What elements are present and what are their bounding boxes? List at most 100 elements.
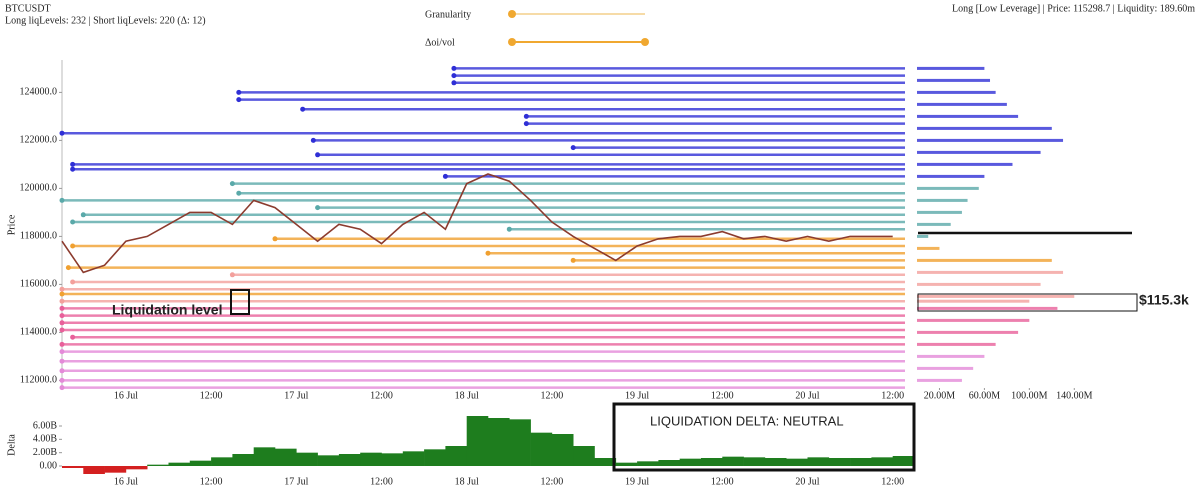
x-tick-label: 20.00M [924,390,956,401]
delta-bar [275,448,297,466]
x-tick-label: 16 Jul [114,476,138,487]
x-tick-label: 12:00 [711,476,734,487]
x-tick-label: 20 Jul [795,476,819,487]
x-tick-label: 60.00M [969,390,1001,401]
level-dot [59,358,65,364]
liquidity-bar [917,66,985,70]
delta-bar [679,458,702,466]
level-dot [442,173,448,179]
x-tick-label: 19 Jul [625,476,649,487]
delta-bar [764,458,787,466]
delta-bar [892,456,915,466]
plot-area: Price 112000.0 114000.0 116000.0 118000.0 120… [6,60,1093,487]
price-line [61,173,893,274]
delta-bar [637,461,659,466]
liquidity-bar [917,198,968,202]
y-tick-label: 6.00B [33,420,58,431]
level-dot [315,205,321,211]
level-dot [506,226,512,232]
y-tick-label: 116000.0 [20,279,57,290]
delta-bar [296,452,318,466]
liquidity-bar [917,294,1075,298]
x-tick-label: 12:00 [200,476,223,487]
level-dot [59,298,65,304]
slider-handle[interactable] [508,10,516,18]
level-dot [229,272,235,278]
liquidity-bar [917,222,951,226]
level-dot [300,106,306,112]
y-tick-label: 112000.0 [20,375,57,386]
slider-handle[interactable] [641,38,649,46]
level-dot [570,145,576,151]
level-dot [523,121,529,127]
liquidity-bar [917,270,1064,274]
liquidity-bar [917,102,1007,106]
level-dot [59,197,65,203]
liquidity-bar [917,366,974,370]
y-axis-label: Delta [6,434,17,456]
x-tick-label: 12:00 [711,390,734,401]
delta-bar [871,457,893,466]
y-tick-label: 124000.0 [20,87,58,98]
level-dot [272,236,278,242]
price-annotation: $115.3k [1139,292,1189,308]
delta-bar [189,460,212,466]
x-tick-label: 16 Jul [114,390,138,401]
granularity-label: Granularity [425,9,471,20]
level-marker-box [230,289,250,315]
delta-bar [83,466,105,474]
delta-bar [488,418,510,466]
y-tick-label: 0.00 [40,460,58,471]
x-tick-label: 12:00 [370,390,393,401]
liquidity-bar [917,342,996,346]
level-dot [59,291,65,297]
liquidity-bar [917,162,1013,166]
delta-bar [615,462,638,466]
delta-bar [722,456,744,466]
delta-box [612,402,916,472]
x-tick-label: 12:00 [370,476,393,487]
delta-bar [445,446,467,466]
y-tick-label: 114000.0 [20,327,57,338]
delta-bar [828,458,851,466]
level-dot [485,250,491,256]
liquidity-bar [917,174,985,178]
liquidity-bar [917,126,1052,130]
delta-bar [317,455,340,466]
delta-bar [125,466,148,470]
x-tick-label: 12:00 [541,390,564,401]
annotation-bg [622,407,888,445]
y-tick-label: 120000.0 [20,183,58,194]
level-dot [451,65,457,71]
liquidity-bar [917,258,1052,262]
oi-vol-label: Δoi/vol [425,37,455,48]
delta-bar [509,419,531,466]
x-tick-label: 12:00 [541,476,564,487]
level-annotation: Liquidation level [112,302,222,318]
y-tick-label: 4.00B [33,434,58,445]
level-dot [80,212,86,218]
liquidity-bar [917,186,979,190]
x-tick-label: 100.00M [1011,390,1048,401]
level-dot [570,257,576,263]
liquidity-bar [917,78,991,82]
x-tick-label: 20 Jul [795,390,819,401]
delta-bar [402,451,425,466]
level-dot [59,385,65,391]
delta-bar [573,446,595,466]
level-dot [523,113,529,119]
y-axis-label: Price [6,214,17,235]
delta-bar [743,457,766,466]
level-dot [315,152,321,158]
level-dot [70,161,76,167]
levels-summary: Long liqLevels: 232 | Short liqLevels: 2… [5,15,206,26]
y-tick-label: 122000.0 [20,135,58,146]
liquidity-bar [917,138,1064,142]
level-dot [59,368,65,374]
delta-bar [147,464,169,466]
x-tick-label: 19 Jul [625,390,649,401]
level-dot [451,80,457,86]
level-dot [236,97,242,103]
slider-handle[interactable] [508,38,516,46]
level-dot [70,219,76,225]
